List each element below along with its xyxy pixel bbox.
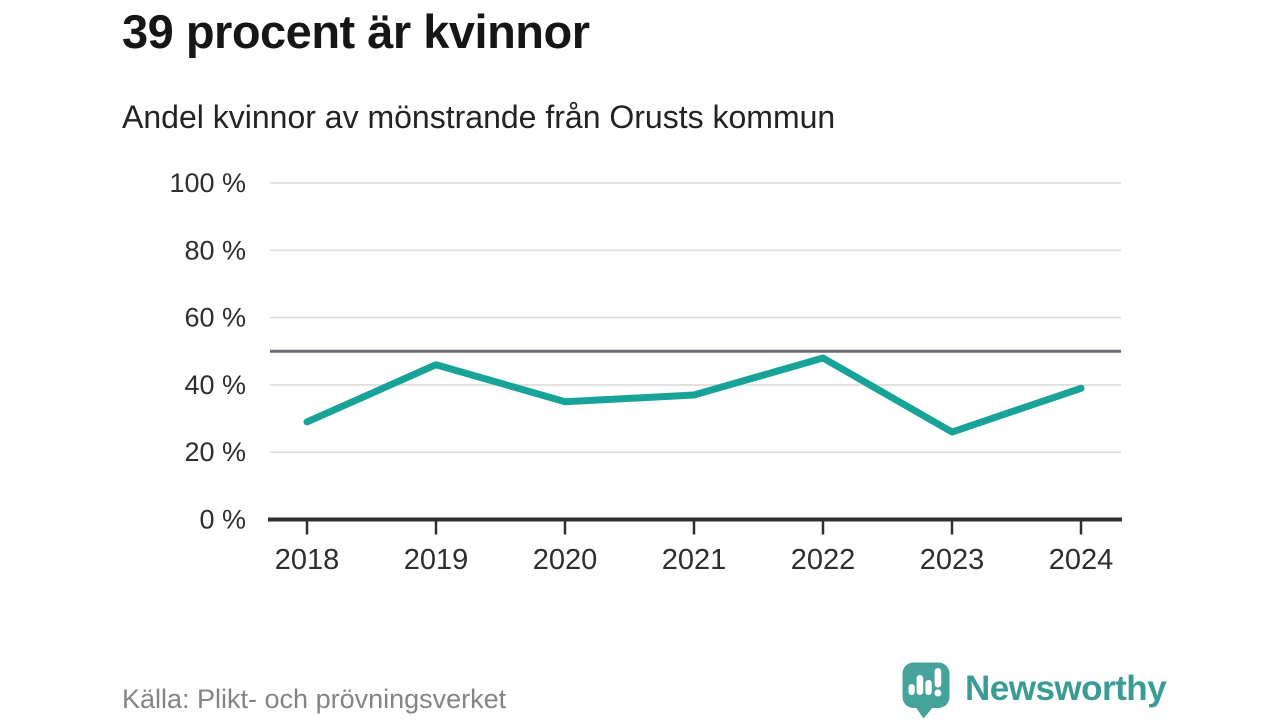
source-note: Källa: Plikt- och prövningsverket xyxy=(122,684,507,714)
newsworthy-speech-bubble-bar-chart-icon xyxy=(902,662,950,719)
y-axis-tick-label: 60 % xyxy=(184,303,246,333)
x-axis-tick-label: 2021 xyxy=(662,544,727,576)
newsworthy-logo: Newsworthy xyxy=(901,661,1167,719)
y-axis-tick-label: 40 % xyxy=(184,370,246,400)
x-axis-tick-label: 2024 xyxy=(1049,544,1114,576)
y-axis-tick-label: 80 % xyxy=(184,235,246,265)
x-axis-tick-label: 2022 xyxy=(791,544,856,576)
data-line xyxy=(303,354,1085,436)
x-axis-tick-label: 2023 xyxy=(920,544,985,576)
y-axis-tick-label: 0 % xyxy=(199,505,246,535)
x-axis-tick-label: 2019 xyxy=(404,544,469,576)
chart-title: 39 procent är kvinnor xyxy=(122,5,590,58)
x-axis-tick-label: 2018 xyxy=(275,544,340,576)
x-axis-tick-label: 2020 xyxy=(533,544,598,576)
y-axis-tick-label: 20 % xyxy=(184,437,246,467)
y-axis-tick-label: 100 % xyxy=(169,168,246,198)
chart-subtitle: Andel kvinnor av mönstrande från Orusts … xyxy=(122,99,836,135)
brand-name: Newsworthy xyxy=(965,669,1167,708)
